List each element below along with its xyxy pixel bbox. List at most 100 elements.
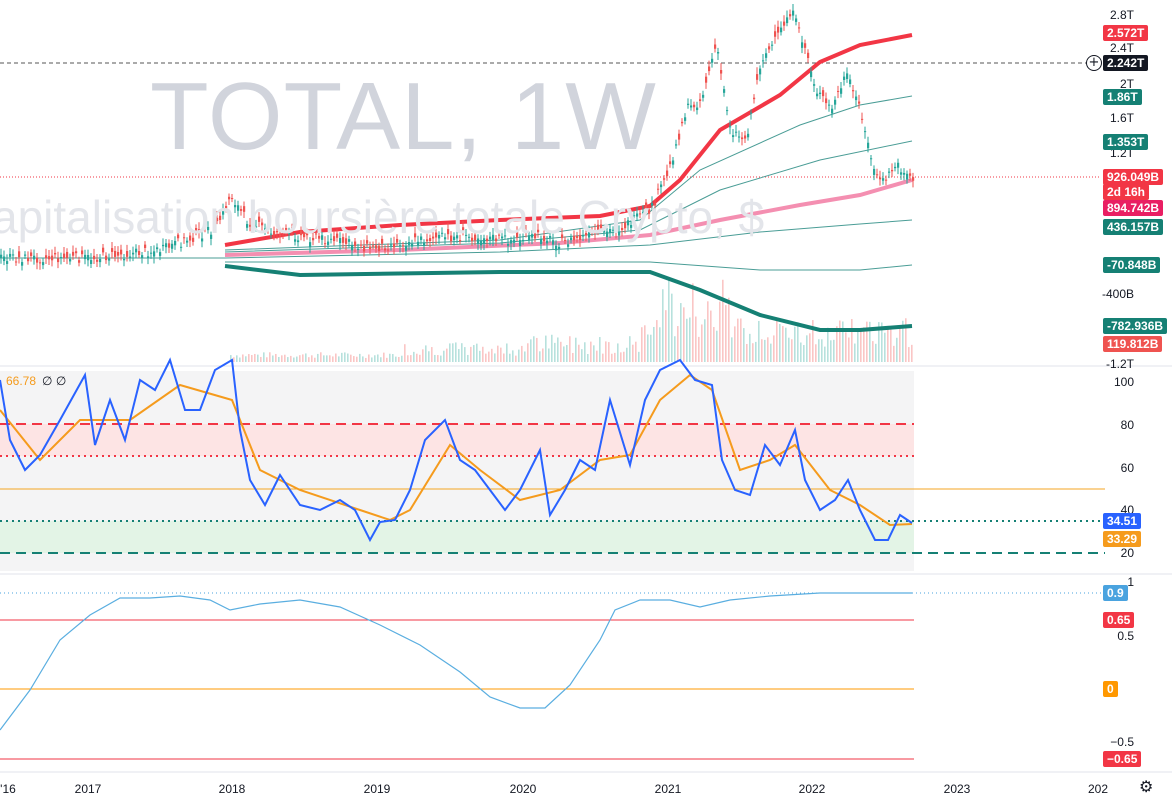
- candle-body: [333, 236, 336, 242]
- candle-body: [822, 90, 825, 97]
- candle-body: [228, 196, 231, 200]
- candle-body: [315, 233, 318, 235]
- ma-pink-line: [224, 178, 913, 257]
- rsi-axis-label: 100: [1113, 375, 1134, 389]
- volume-bar: [371, 357, 373, 362]
- gear-icon[interactable]: ⚙: [1139, 779, 1154, 796]
- volume-bar: [254, 353, 256, 362]
- candle-body: [24, 254, 27, 256]
- rsi-legend: 66.78 ∅ ∅: [6, 374, 66, 388]
- corr-tag: 0.9: [1103, 585, 1128, 601]
- volume-bar: [659, 327, 661, 362]
- candle-body: [165, 243, 168, 248]
- volume-bar: [572, 352, 574, 362]
- candle-body: [195, 227, 198, 232]
- candle-body: [54, 252, 57, 255]
- price-tag: 926.049B: [1103, 169, 1164, 185]
- candle-body: [735, 131, 738, 133]
- candle-body: [66, 251, 69, 258]
- candle-body: [546, 240, 549, 244]
- volume-bar: [764, 339, 766, 362]
- volume-bar: [266, 357, 268, 362]
- volume-bar: [878, 322, 880, 362]
- volume-bar: [464, 347, 466, 362]
- candle-body: [471, 237, 474, 242]
- price-axis-label: -1.2T: [1105, 357, 1134, 371]
- volume-bar: [422, 349, 424, 362]
- candle-body: [798, 27, 801, 29]
- candle-body: [87, 255, 90, 261]
- volume-bar: [911, 344, 913, 362]
- volume-bar: [467, 354, 469, 362]
- volume-bar: [239, 357, 241, 362]
- candle-body: [723, 89, 726, 93]
- candle-body: [756, 74, 759, 80]
- volume-bar: [719, 301, 721, 362]
- candle-body: [240, 209, 243, 211]
- price-tag: 1.86T: [1103, 89, 1142, 105]
- candle-body: [33, 255, 36, 260]
- volume-bar: [524, 351, 526, 362]
- volume-bar: [416, 353, 418, 362]
- candle-body: [618, 231, 621, 236]
- candle-body: [576, 236, 579, 238]
- candle-body: [273, 231, 276, 236]
- candle-body: [687, 103, 690, 105]
- volume-bar: [530, 339, 532, 362]
- correlation-line: [0, 592, 912, 731]
- candle-body: [558, 246, 561, 250]
- candle-body: [561, 234, 564, 239]
- price-tag: 2.572T: [1103, 25, 1149, 41]
- volume-bar: [623, 351, 625, 362]
- candle-body: [774, 31, 777, 37]
- candle-body: [282, 232, 285, 234]
- volume-bar: [377, 354, 379, 362]
- volume-bar: [311, 355, 313, 362]
- volume-bar: [803, 345, 805, 362]
- candle-body: [684, 117, 687, 121]
- add-alert-icon[interactable]: +: [1086, 55, 1102, 71]
- candle-body: [318, 235, 321, 239]
- candle-body: [258, 216, 261, 222]
- volume-bar: [518, 349, 520, 362]
- candle-body: [900, 172, 903, 175]
- candle-body: [792, 10, 795, 16]
- candle-body: [582, 235, 585, 237]
- volume-bar: [767, 337, 769, 362]
- volume-bar: [344, 352, 346, 362]
- candle-body: [69, 258, 72, 262]
- volume-bar: [242, 354, 244, 362]
- candle-body: [267, 225, 270, 229]
- candle-body: [690, 105, 693, 108]
- candle-body: [663, 178, 666, 180]
- candle-body: [207, 226, 210, 231]
- candle-body: [303, 232, 306, 238]
- volume-bar: [578, 344, 580, 362]
- candle-body: [885, 179, 888, 181]
- candle-body: [522, 239, 525, 242]
- volume-bar: [812, 320, 814, 362]
- candle-body: [57, 258, 60, 263]
- volume-bar: [380, 357, 382, 362]
- candle-body: [291, 227, 294, 232]
- candle-body: [882, 178, 885, 181]
- candle-body: [807, 52, 810, 59]
- candle-body: [90, 260, 93, 265]
- candle-body: [519, 240, 522, 246]
- x-axis-label: 2021: [654, 782, 682, 796]
- candle-body: [321, 235, 324, 240]
- candle-body: [732, 135, 735, 138]
- volume-bar: [401, 355, 403, 362]
- volume-bar: [701, 324, 703, 362]
- candle-body: [177, 234, 180, 239]
- volume-bar: [818, 339, 820, 362]
- candle-body: [324, 243, 327, 245]
- candle-body: [252, 221, 255, 228]
- volume-bar: [278, 356, 280, 362]
- candle-body: [819, 92, 822, 94]
- volume-bar: [752, 343, 754, 362]
- candle-body: [102, 247, 105, 253]
- volume-bar: [893, 345, 895, 362]
- candle-body: [660, 184, 663, 188]
